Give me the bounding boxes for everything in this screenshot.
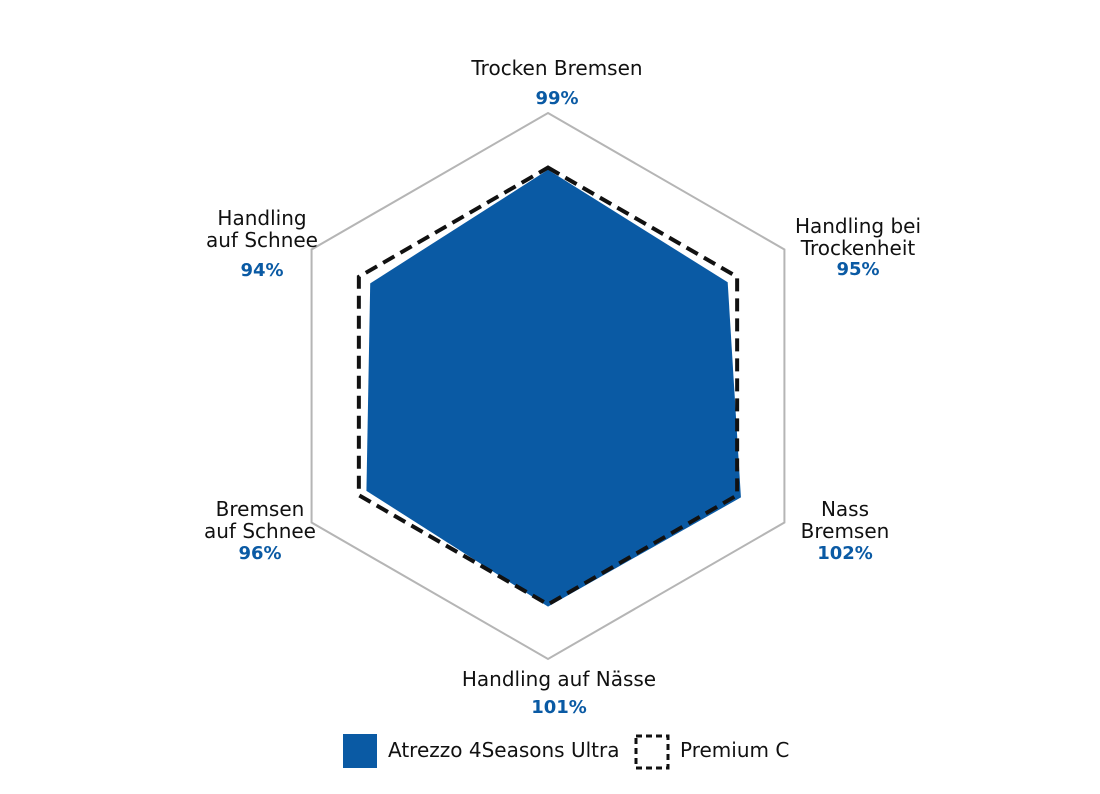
grid-ring-outer xyxy=(310,111,786,661)
axis-value-1: 95% xyxy=(836,259,879,280)
series-atrezzo-4seasons-ultra xyxy=(366,169,741,607)
axis-name-3-0: Handling auf Nässe xyxy=(462,667,656,691)
axis-name-2-0: Nass xyxy=(821,497,869,521)
radar-series xyxy=(356,165,741,607)
axis-value-2: 102% xyxy=(817,543,873,564)
legend-swatch-atrezzo xyxy=(343,734,377,768)
axis-name-4-0: Bremsen xyxy=(216,497,305,521)
axis-name-1-1: Trockenheit xyxy=(800,236,916,260)
axis-value-3: 101% xyxy=(531,697,587,718)
legend-label-premium-c: Premium C xyxy=(680,738,789,762)
axis-name-5-0: Handling xyxy=(217,206,306,230)
axis-labels: Trocken Bremsen 99% Handling beiTrockenhei… xyxy=(204,56,921,718)
axis-value-5: 94% xyxy=(240,260,283,281)
axis-name-1-0: Handling bei xyxy=(795,214,921,238)
axis-name-2-1: Bremsen xyxy=(801,519,890,543)
legend: Atrezzo 4Seasons Ultra Premium C xyxy=(343,734,789,770)
axis-value-4: 96% xyxy=(238,543,281,564)
axis-name-0-0: Trocken Bremsen xyxy=(470,56,642,80)
legend-swatch-premium-c xyxy=(634,734,670,770)
axis-name-4-1: auf Schnee xyxy=(204,519,316,543)
legend-label-atrezzo: Atrezzo 4Seasons Ultra xyxy=(388,738,619,762)
axis-value-0: 99% xyxy=(535,88,578,109)
axis-name-5-1: auf Schnee xyxy=(206,228,318,252)
